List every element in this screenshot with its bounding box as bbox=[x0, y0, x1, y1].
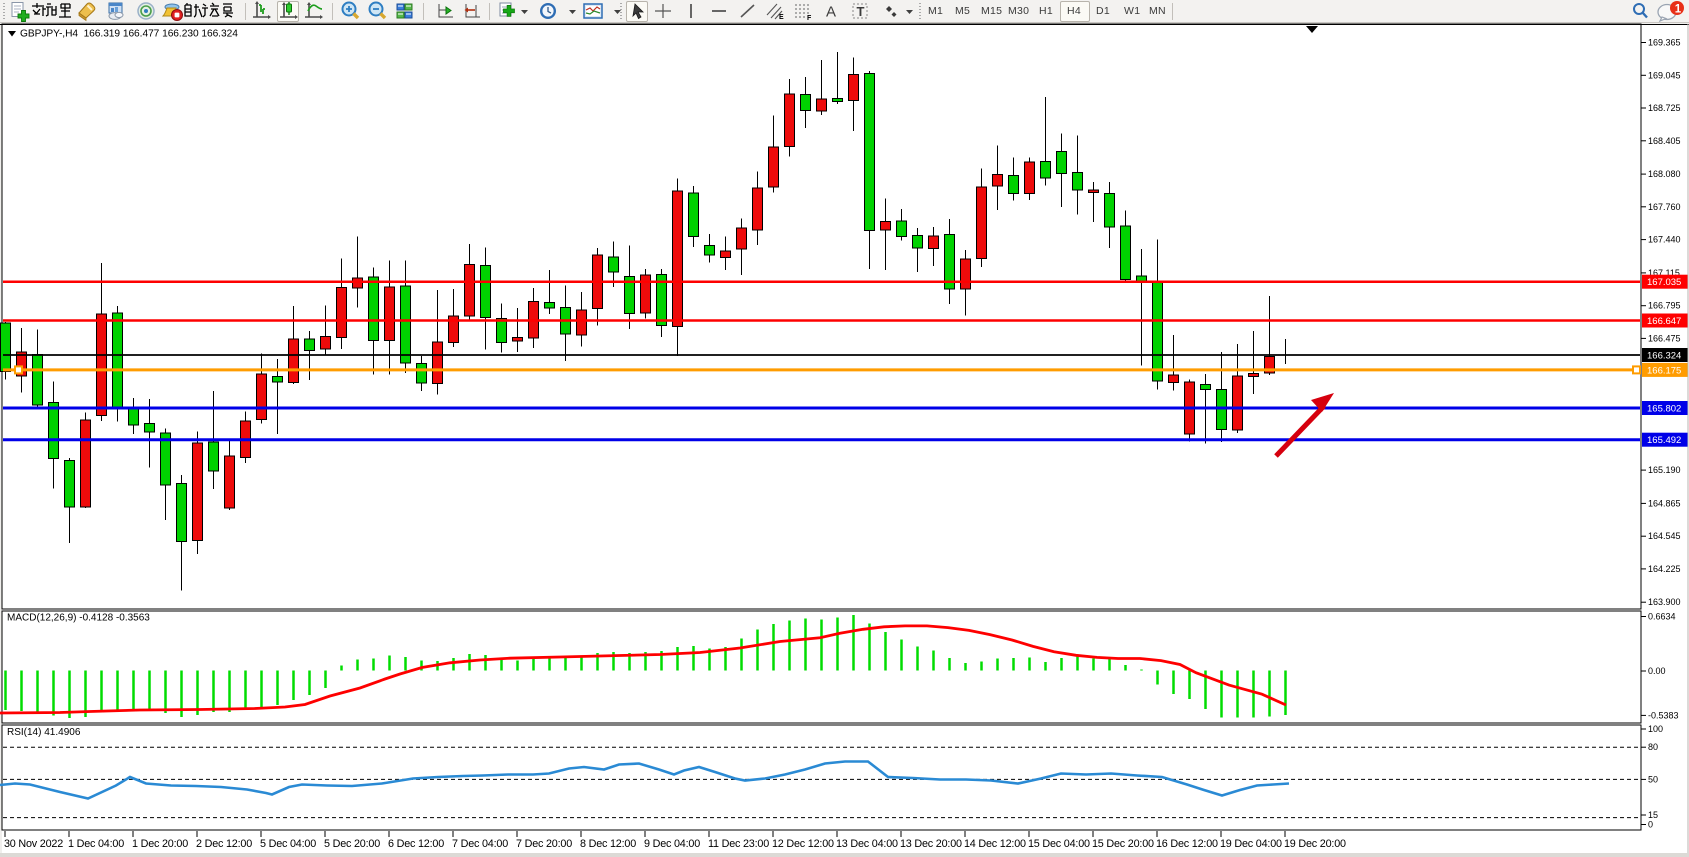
svg-text:A: A bbox=[826, 4, 836, 21]
svg-text:166.175: 166.175 bbox=[1647, 365, 1681, 376]
svg-text:167.760: 167.760 bbox=[1648, 202, 1681, 212]
svg-text:0.6634: 0.6634 bbox=[1648, 612, 1676, 622]
svg-text:F: F bbox=[807, 15, 812, 22]
svg-text:-0.5383: -0.5383 bbox=[1648, 710, 1679, 720]
svg-text:164.225: 164.225 bbox=[1648, 564, 1681, 574]
svg-text:MACD(12,26,9) -0.4128 -0.3563: MACD(12,26,9) -0.4128 -0.3563 bbox=[7, 613, 150, 624]
svg-text:0: 0 bbox=[1648, 820, 1653, 830]
svg-text:168.405: 168.405 bbox=[1648, 136, 1681, 146]
svg-text:15: 15 bbox=[1648, 810, 1658, 820]
svg-text:164.545: 164.545 bbox=[1648, 531, 1681, 541]
svg-text:166.647: 166.647 bbox=[1647, 316, 1681, 327]
svg-text:14 Dec 12:00: 14 Dec 12:00 bbox=[964, 838, 1026, 850]
svg-text:15 Dec 04:00: 15 Dec 04:00 bbox=[1028, 838, 1090, 850]
svg-text:2 Dec 12:00: 2 Dec 12:00 bbox=[196, 838, 252, 850]
svg-text:165.190: 165.190 bbox=[1648, 465, 1681, 475]
svg-text:RSI(14) 41.4906: RSI(14) 41.4906 bbox=[7, 727, 81, 738]
svg-text:6 Dec 12:00: 6 Dec 12:00 bbox=[388, 838, 444, 850]
svg-text:167.035: 167.035 bbox=[1647, 277, 1681, 288]
svg-text:50: 50 bbox=[1648, 774, 1658, 784]
svg-text:11 Dec 23:00: 11 Dec 23:00 bbox=[708, 838, 769, 850]
svg-text:7 Dec 04:00: 7 Dec 04:00 bbox=[452, 838, 508, 850]
svg-text:13 Dec 04:00: 13 Dec 04:00 bbox=[836, 838, 898, 850]
svg-text:T: T bbox=[857, 4, 865, 19]
svg-text:16 Dec 12:00: 16 Dec 12:00 bbox=[1156, 838, 1218, 850]
svg-text:12 Dec 12:00: 12 Dec 12:00 bbox=[772, 838, 834, 850]
svg-text:163.900: 163.900 bbox=[1648, 597, 1681, 607]
svg-text:E: E bbox=[779, 14, 784, 21]
svg-text:166.324: 166.324 bbox=[1647, 351, 1681, 362]
svg-text:0.00: 0.00 bbox=[1648, 666, 1666, 676]
svg-text:30 Nov 2022: 30 Nov 2022 bbox=[4, 838, 63, 850]
svg-text:167.115: 167.115 bbox=[1648, 268, 1680, 278]
svg-text:165.802: 165.802 bbox=[1647, 404, 1681, 415]
svg-text:166.475: 166.475 bbox=[1648, 333, 1681, 343]
svg-text:166.795: 166.795 bbox=[1648, 301, 1681, 311]
svg-text:167.440: 167.440 bbox=[1648, 235, 1681, 245]
svg-text:GBPJPY-,H4 166.319 166.477 16: GBPJPY-,H4 166.319 166.477 166.230 166.3… bbox=[20, 29, 238, 40]
svg-text:100: 100 bbox=[1648, 724, 1663, 734]
svg-text:164.865: 164.865 bbox=[1648, 498, 1681, 508]
svg-text:80: 80 bbox=[1648, 742, 1658, 752]
svg-text:5 Dec 04:00: 5 Dec 04:00 bbox=[260, 838, 316, 850]
svg-text:7 Dec 20:00: 7 Dec 20:00 bbox=[516, 838, 572, 850]
svg-text:13 Dec 20:00: 13 Dec 20:00 bbox=[900, 838, 962, 850]
svg-text:19 Dec 04:00: 19 Dec 04:00 bbox=[1220, 838, 1282, 850]
svg-text:9 Dec 04:00: 9 Dec 04:00 bbox=[644, 838, 700, 850]
svg-text:5 Dec 20:00: 5 Dec 20:00 bbox=[324, 838, 380, 850]
svg-text:15 Dec 20:00: 15 Dec 20:00 bbox=[1092, 838, 1154, 850]
svg-text:8 Dec 12:00: 8 Dec 12:00 bbox=[580, 838, 636, 850]
svg-text:1: 1 bbox=[1675, 3, 1682, 15]
svg-text:169.045: 169.045 bbox=[1648, 70, 1681, 80]
svg-text:165.492: 165.492 bbox=[1647, 435, 1681, 446]
svg-text:168.080: 168.080 bbox=[1648, 169, 1681, 179]
svg-text:1 Dec 20:00: 1 Dec 20:00 bbox=[132, 838, 188, 850]
svg-text:19 Dec 20:00: 19 Dec 20:00 bbox=[1284, 838, 1346, 850]
svg-text:1 Dec 04:00: 1 Dec 04:00 bbox=[68, 838, 124, 850]
svg-text:168.725: 168.725 bbox=[1648, 103, 1681, 113]
svg-text:169.365: 169.365 bbox=[1648, 38, 1681, 48]
